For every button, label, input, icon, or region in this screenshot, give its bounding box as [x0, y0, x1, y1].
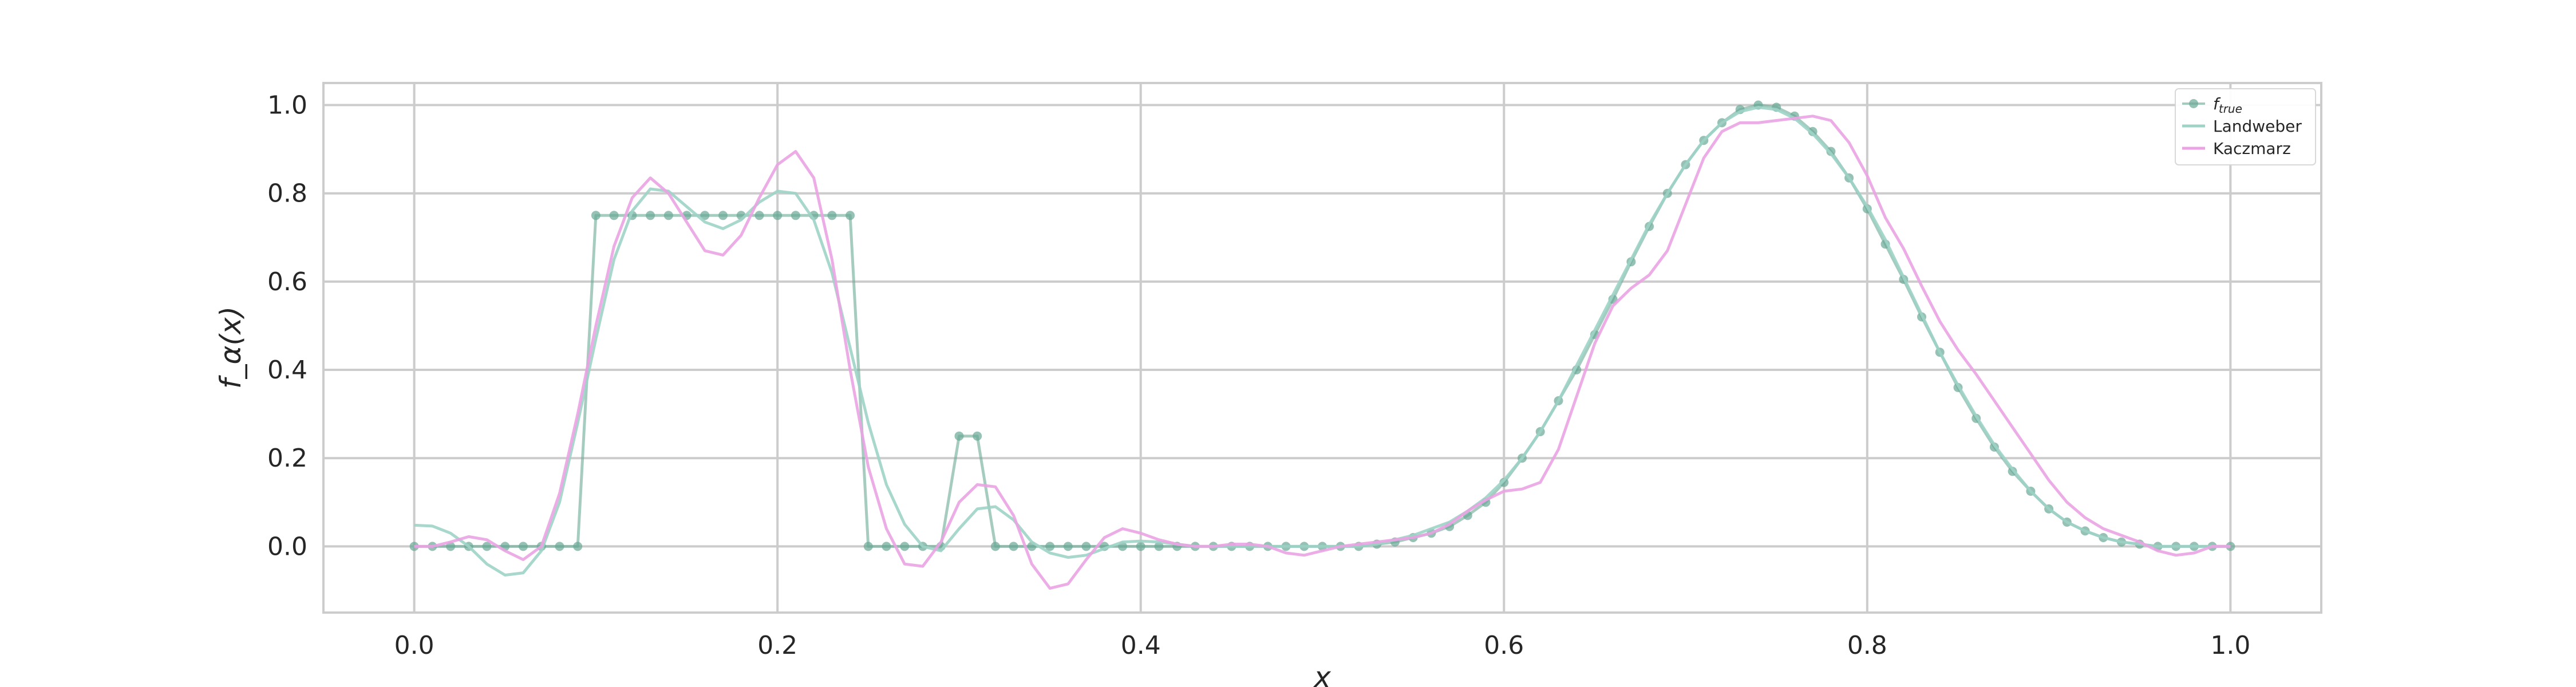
data-point-f-true — [1081, 542, 1091, 551]
data-point-f-true — [718, 211, 728, 220]
data-point-f-true — [1499, 477, 1509, 487]
data-point-f-true — [482, 542, 492, 551]
data-point-f-true — [446, 542, 456, 551]
data-point-f-true — [990, 542, 1000, 551]
legend-marker-f-true — [2189, 99, 2198, 108]
data-point-f-true — [900, 542, 910, 551]
plot-area — [323, 83, 2321, 613]
data-point-f-true — [882, 542, 891, 551]
data-point-f-true — [573, 542, 583, 551]
data-point-f-true — [519, 542, 528, 551]
legend: ftrue Landweber Kaczmarz — [2175, 88, 2316, 165]
data-point-f-true — [1009, 542, 1018, 551]
legend-label-f-true-sub: true — [2219, 102, 2242, 116]
y-axis-label: f_α(x) — [214, 306, 247, 389]
data-point-f-true — [646, 211, 655, 220]
data-point-f-true — [863, 542, 873, 551]
data-point-f-true — [754, 211, 764, 220]
data-point-f-true — [791, 211, 800, 220]
data-point-f-true — [663, 211, 673, 220]
data-point-f-true — [846, 211, 855, 220]
data-point-f-true — [591, 211, 600, 220]
y-tick-label: 0.4 — [267, 356, 307, 385]
data-point-f-true — [954, 431, 964, 441]
data-point-f-true — [773, 211, 783, 220]
plot-frame — [322, 82, 2322, 614]
x-tick-label: 0.6 — [1484, 631, 1524, 660]
legend-label-landweber: Landweber — [2213, 117, 2302, 136]
y-tick-label: 0.2 — [267, 444, 307, 473]
data-point-f-true — [1063, 542, 1073, 551]
legend-box — [2175, 88, 2316, 165]
data-point-f-true — [1136, 542, 1145, 551]
series-layer — [409, 100, 2235, 590]
y-tick-label: 1.0 — [267, 91, 307, 120]
data-point-f-true — [973, 431, 982, 441]
data-point-f-true — [1808, 127, 1818, 136]
data-point-f-true — [1045, 542, 1055, 551]
series-line-kaczmarz — [414, 114, 2231, 590]
x-tick-label: 0.0 — [394, 631, 434, 660]
data-point-f-true — [1154, 542, 1164, 551]
data-point-f-true — [700, 211, 710, 220]
x-tick-label: 0.4 — [1121, 631, 1161, 660]
y-tick-label: 0.8 — [267, 179, 307, 208]
tick-layer: 0.0 0.2 0.4 0.6 0.8 1.0 0.0 0.2 0.4 0.6 0.8 1.0 — [267, 91, 2250, 660]
grid — [323, 83, 2321, 613]
y-tick-label: 0.6 — [267, 267, 307, 297]
data-point-f-true — [827, 211, 837, 220]
data-point-f-true — [609, 211, 619, 220]
legend-label-kaczmarz: Kaczmarz — [2213, 139, 2291, 158]
x-tick-label: 0.2 — [757, 631, 797, 660]
series-line-landweber — [414, 105, 2231, 577]
y-tick-label: 0.0 — [267, 532, 307, 561]
x-axis-label: x — [1313, 661, 1331, 687]
x-tick-label: 1.0 — [2210, 631, 2250, 660]
data-point-f-true — [555, 542, 564, 551]
x-tick-label: 0.8 — [1847, 631, 1887, 660]
